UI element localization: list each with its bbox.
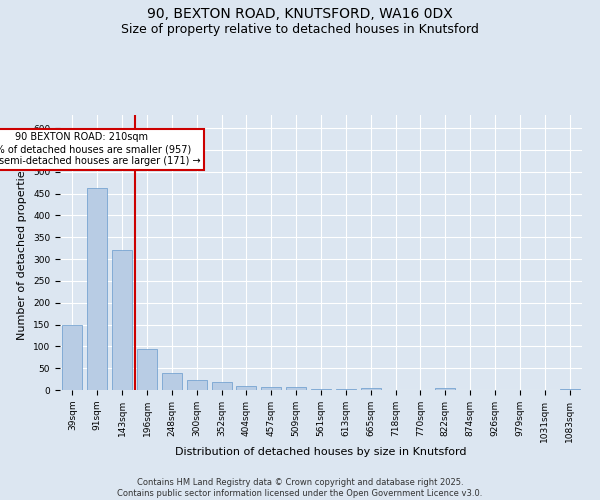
Bar — [62, 326, 82, 390]
X-axis label: Distribution of detached houses by size in Knutsford: Distribution of detached houses by size … — [175, 448, 467, 458]
Bar — [112, 250, 132, 390]
Text: Contains HM Land Registry data © Crown copyright and database right 2025.
Contai: Contains HM Land Registry data © Crown c… — [118, 478, 482, 498]
Bar — [162, 372, 182, 390]
Bar — [436, 388, 455, 390]
Bar — [137, 350, 157, 390]
Bar — [88, 188, 107, 390]
Bar — [286, 388, 306, 390]
Bar — [361, 388, 380, 390]
Bar — [560, 388, 580, 390]
Bar — [236, 386, 256, 390]
Bar — [311, 389, 331, 390]
Bar — [262, 387, 281, 390]
Text: Size of property relative to detached houses in Knutsford: Size of property relative to detached ho… — [121, 22, 479, 36]
Bar — [336, 388, 356, 390]
Bar — [212, 382, 232, 390]
Bar — [187, 380, 206, 390]
Text: 90 BEXTON ROAD: 210sqm
← 85% of detached houses are smaller (957)
15% of semi-de: 90 BEXTON ROAD: 210sqm ← 85% of detached… — [0, 132, 200, 166]
Text: 90, BEXTON ROAD, KNUTSFORD, WA16 0DX: 90, BEXTON ROAD, KNUTSFORD, WA16 0DX — [147, 8, 453, 22]
Y-axis label: Number of detached properties: Number of detached properties — [17, 165, 28, 340]
